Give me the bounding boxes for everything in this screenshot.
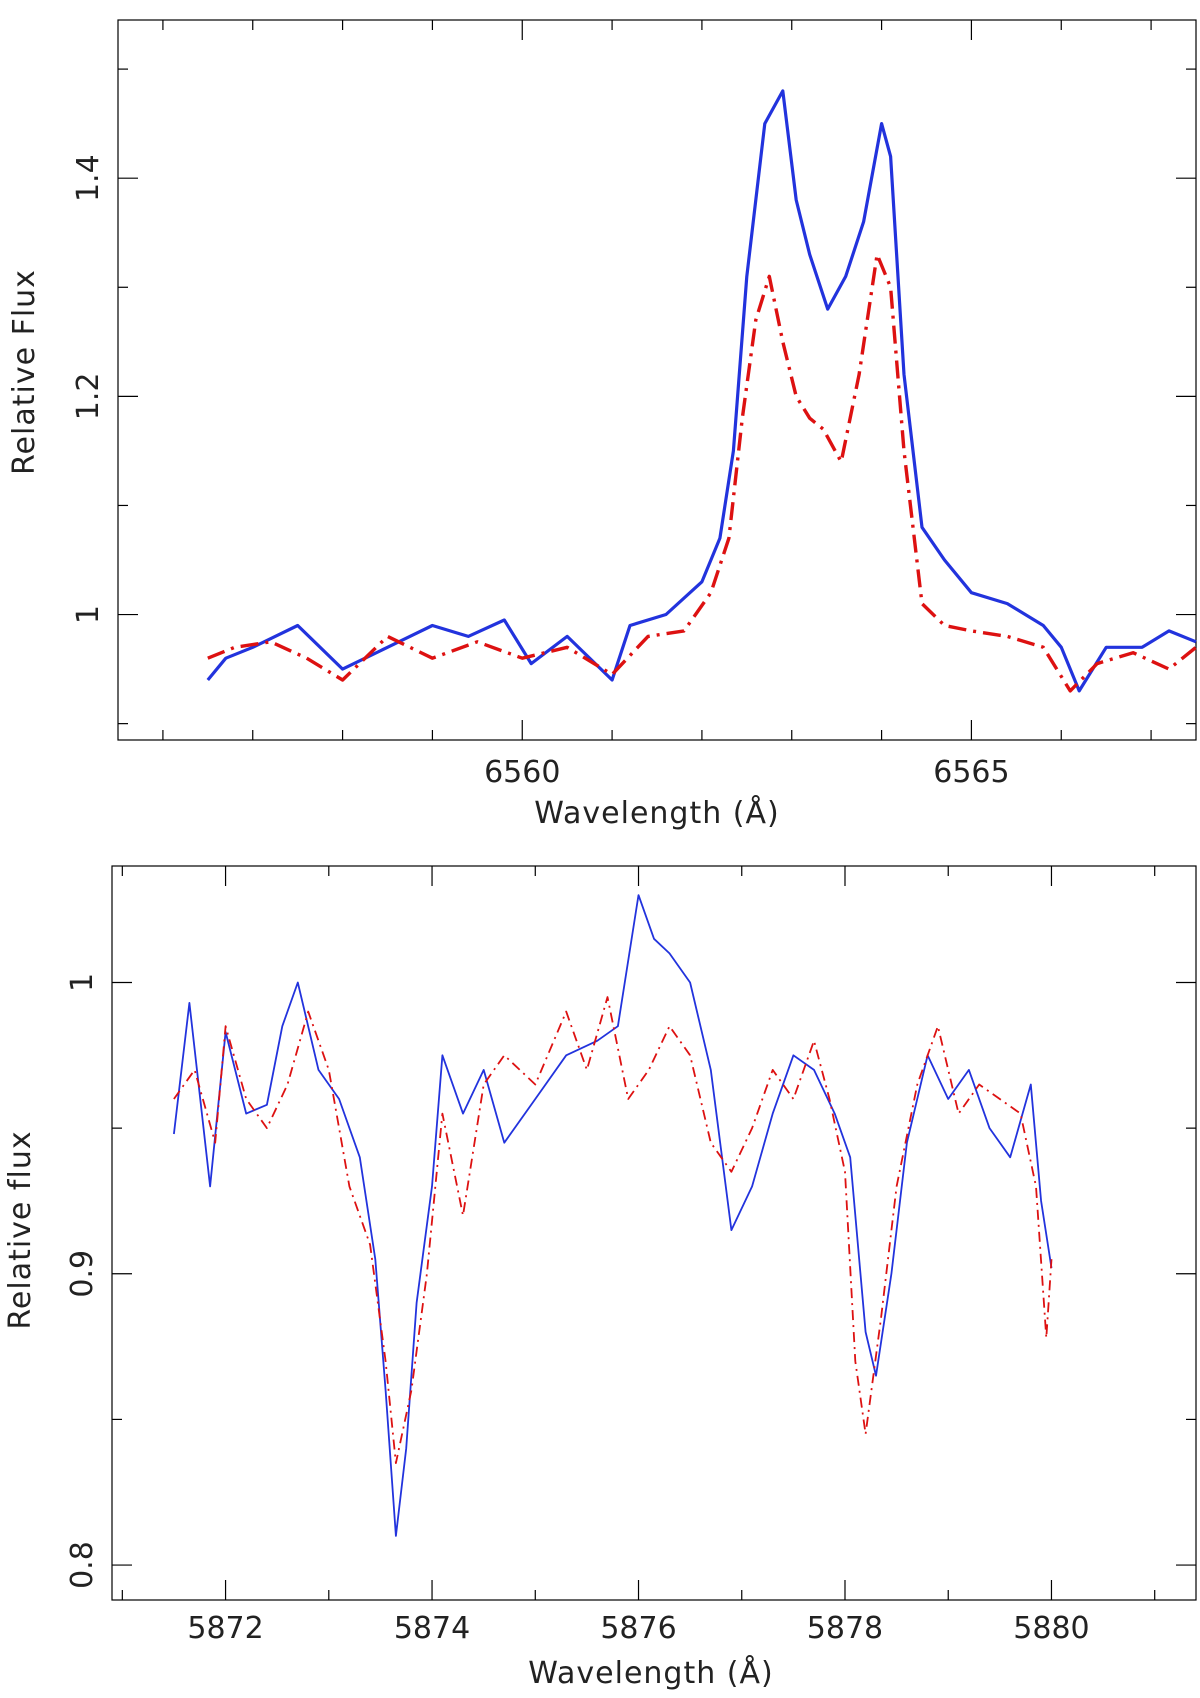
y-tick-label: 1.4 <box>71 154 106 202</box>
plot-frame <box>111 865 1197 1601</box>
series-line-solid-blue <box>206 89 1197 693</box>
tick-labels: 6560 6565 1 1.2 1.4 <box>71 154 1010 790</box>
y-axis-label: Relative flux <box>3 1130 38 1329</box>
series-line-dash-dot-red <box>173 996 1053 1464</box>
x-tick-label: 6560 <box>484 755 560 790</box>
data-series <box>206 89 1198 693</box>
series-line-solid-blue <box>173 894 1053 1537</box>
series-line-dash-dot-red <box>207 252 1198 693</box>
x-axis-label: Wavelength (Å) <box>534 795 779 831</box>
axis-ticks <box>112 866 1196 1600</box>
x-tick-label: 5872 <box>187 1611 263 1646</box>
y-tick-label: 1 <box>65 973 100 992</box>
x-tick-label: 5880 <box>1013 1611 1089 1646</box>
helium-panel: 5872 5874 5876 5878 5880 0.8 0.9 1 Wavelength (… <box>3 865 1197 1691</box>
halpha-panel: 6560 6565 1 1.2 1.4 Wavelength (Å) Relative … <box>7 19 1198 831</box>
y-tick-label: 0.8 <box>65 1541 100 1589</box>
y-tick-label: 1.2 <box>71 373 106 421</box>
y-tick-label: 1 <box>71 605 106 624</box>
plot-frame <box>117 19 1197 741</box>
x-axis-label: Wavelength (Å) <box>528 1655 773 1691</box>
axis-ticks <box>118 20 1196 740</box>
data-series <box>173 894 1053 1537</box>
x-tick-label: 5878 <box>807 1611 883 1646</box>
x-tick-label: 6565 <box>933 755 1009 790</box>
x-tick-label: 5876 <box>600 1611 676 1646</box>
x-tick-label: 5874 <box>394 1611 470 1646</box>
y-axis-label: Relative Flux <box>7 269 42 475</box>
tick-labels: 5872 5874 5876 5878 5880 0.8 0.9 1 <box>65 973 1090 1646</box>
y-tick-label: 0.9 <box>65 1250 100 1298</box>
